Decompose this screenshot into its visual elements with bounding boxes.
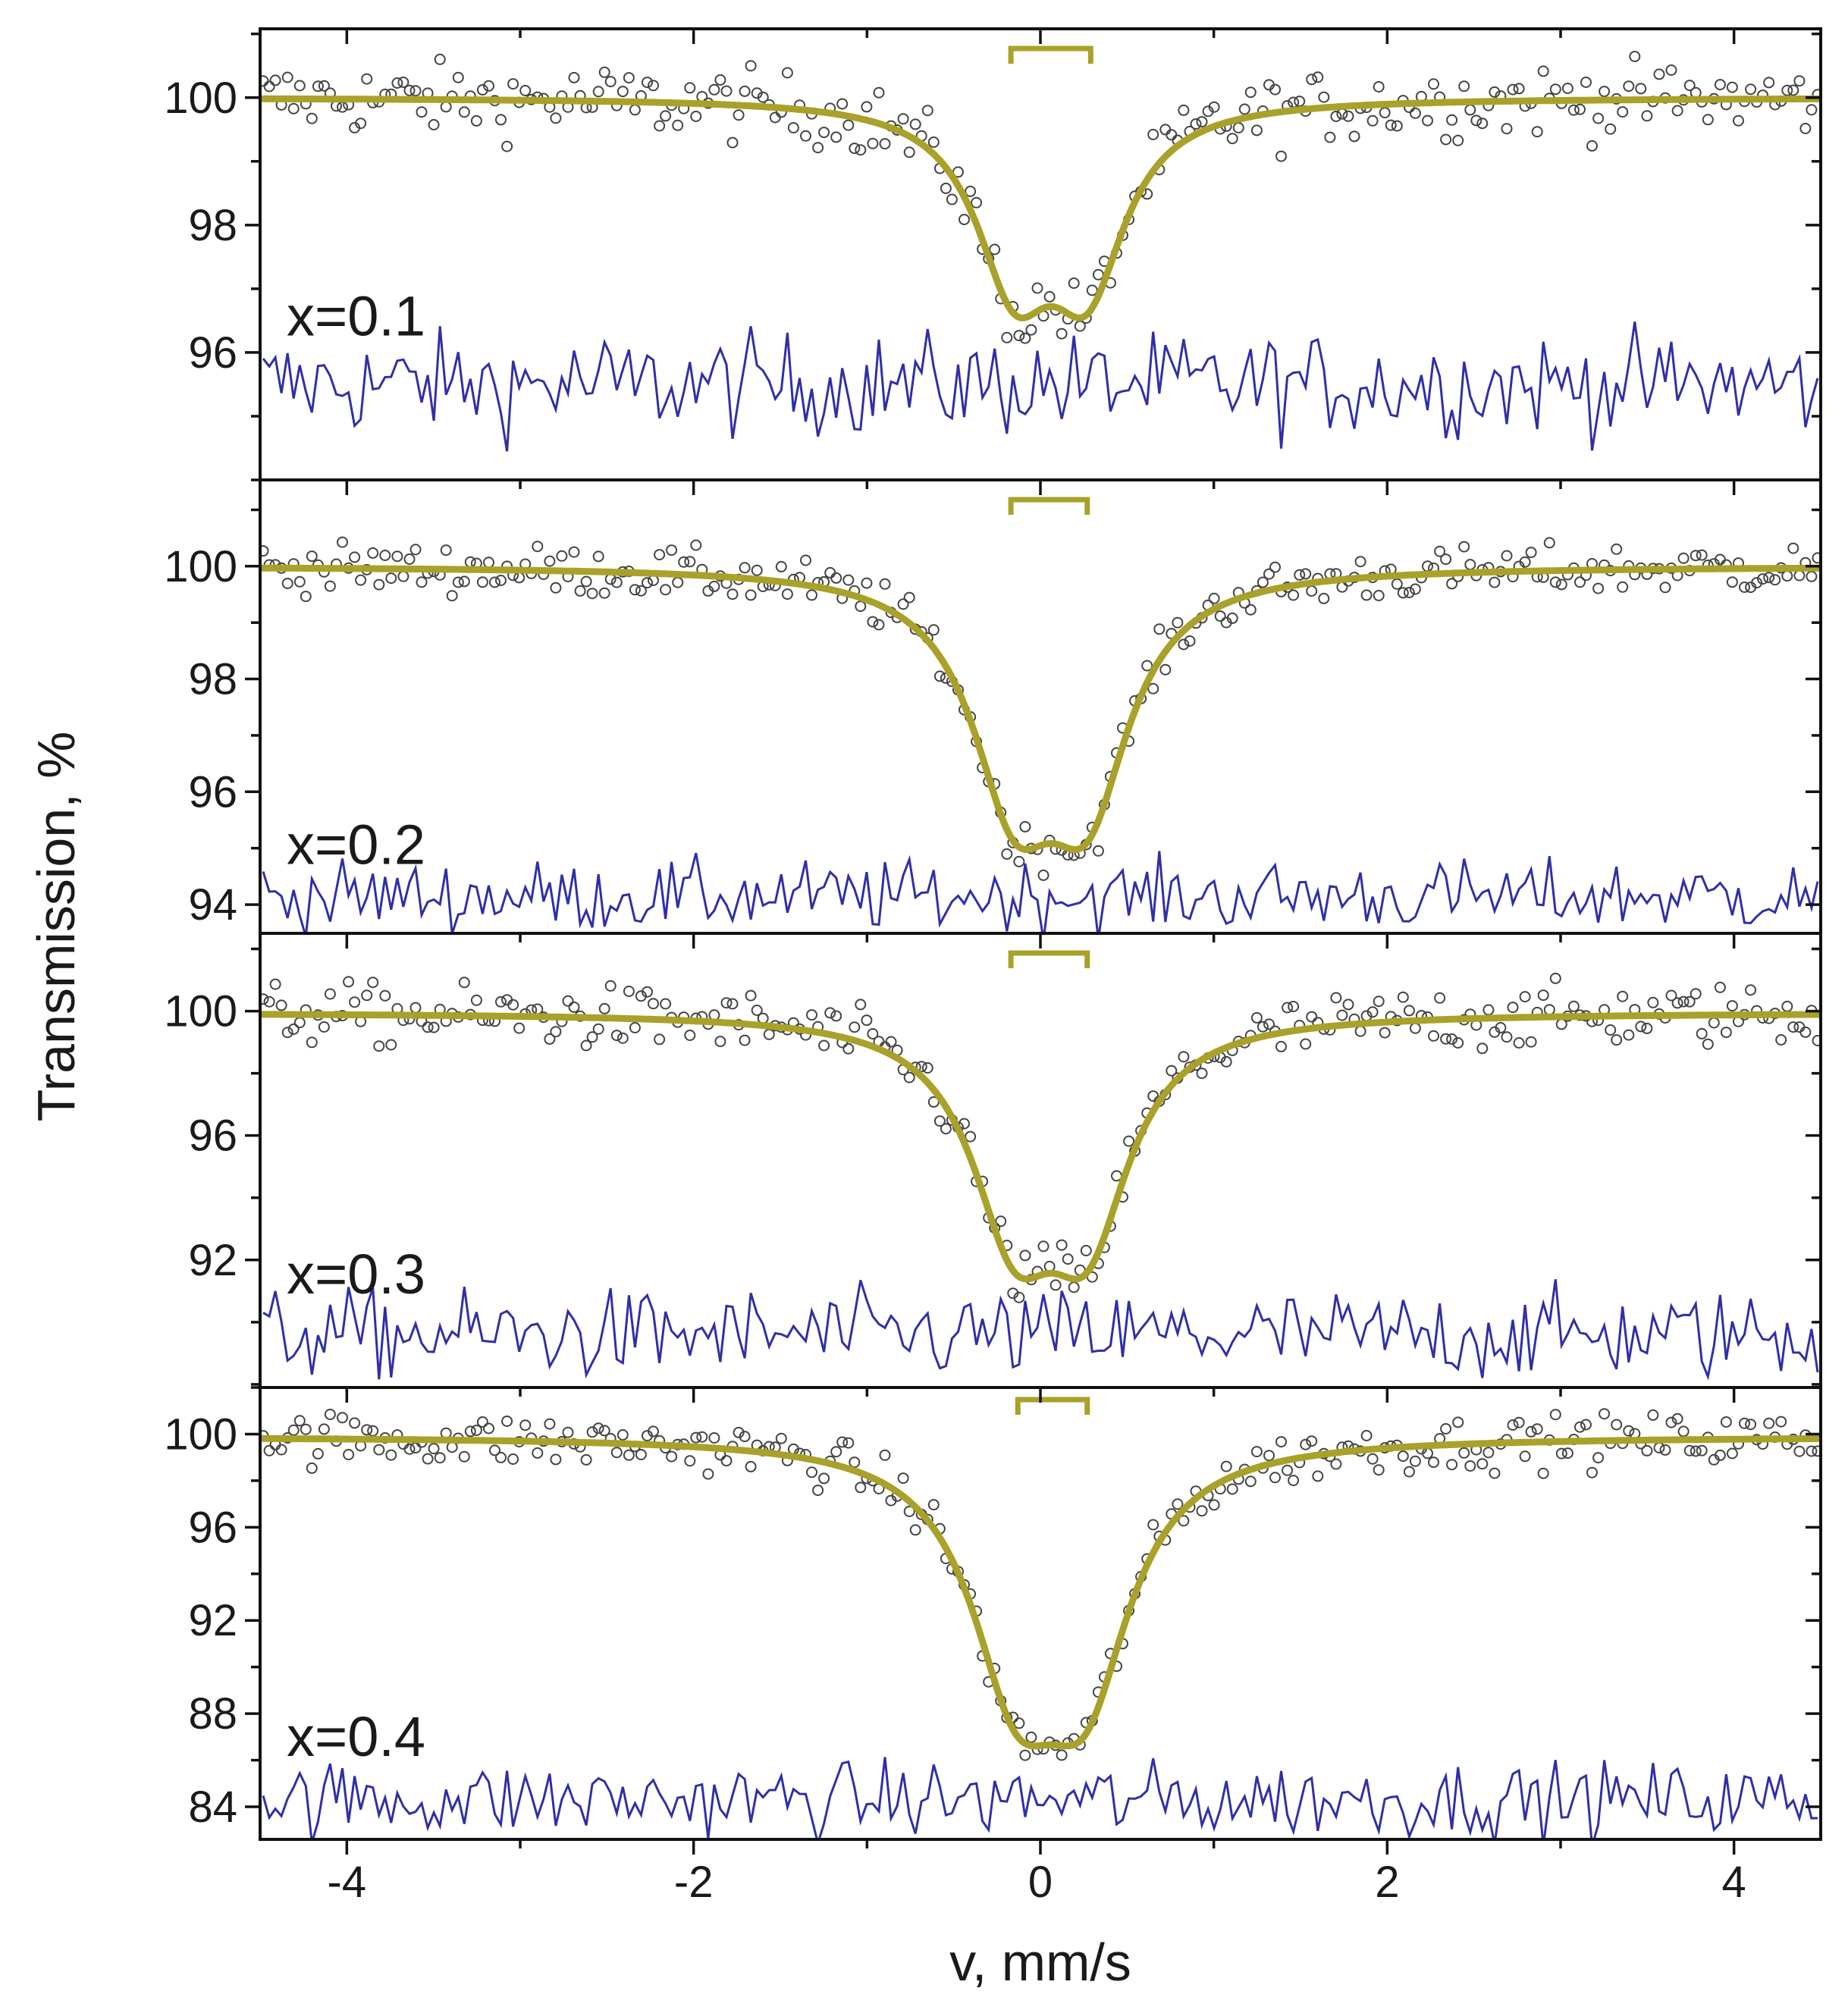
fit-curve xyxy=(260,95,1821,321)
y-tick-label: 100 xyxy=(164,987,237,1036)
y-tick-label: 98 xyxy=(188,201,237,250)
fit-curve xyxy=(260,1011,1821,1283)
plot-area xyxy=(260,51,1821,452)
residual-line xyxy=(262,1757,1818,1839)
y-tick-label: 98 xyxy=(188,655,237,704)
residual-line xyxy=(262,851,1819,933)
panel-label: x=0.1 xyxy=(287,284,425,347)
bracket-marker xyxy=(1008,45,1093,64)
data-points xyxy=(260,536,1821,881)
x-tick-label: 2 xyxy=(1375,1858,1399,1907)
residual-line xyxy=(262,321,1819,452)
panel-2: 94 96 98 100 x=0.2 xyxy=(164,478,1822,935)
panel-1: 96 98 100 x=0.1 xyxy=(164,27,1822,481)
y-tick-label: 84 xyxy=(188,1783,237,1832)
y-tick-label: 88 xyxy=(188,1689,237,1739)
y-tick-label: 100 xyxy=(164,74,237,123)
x-axis-title: v, mm/s xyxy=(949,1933,1131,1992)
y-tick-label: 92 xyxy=(188,1596,237,1645)
x-tick-label: -2 xyxy=(674,1858,714,1907)
panel-3: 92 96 100 x=0.3 xyxy=(164,932,1822,1389)
y-tick-label: 100 xyxy=(164,1409,237,1459)
y-axis-title: Transmission, % xyxy=(27,732,86,1122)
y-tick-label: 94 xyxy=(188,880,237,930)
x-tick-label: 4 xyxy=(1722,1858,1746,1907)
y-tick-label: 96 xyxy=(188,1112,237,1161)
bracket-marker xyxy=(1008,950,1090,968)
bracket-marker xyxy=(1015,1397,1090,1415)
data-points xyxy=(260,51,1821,344)
y-tick-label: 92 xyxy=(188,1236,237,1285)
data-points xyxy=(260,972,1821,1303)
x-axis: -4 -2 0 2 4 xyxy=(328,1839,1746,1907)
fit-curve xyxy=(260,1434,1821,1750)
y-tick-label: 100 xyxy=(164,542,237,591)
panels-group: 96 98 100 x=0.1 94 96 98 100 x=0.2 92 96 100 x=0.3 84… xyxy=(164,27,1822,1841)
panel-label: x=0.3 xyxy=(287,1243,425,1306)
data-points xyxy=(260,1408,1821,1761)
y-tick-label: 96 xyxy=(188,767,237,817)
panel-frame xyxy=(259,478,1822,935)
plot-area xyxy=(260,972,1821,1381)
y-tick-label: 96 xyxy=(188,328,237,378)
bracket-marker xyxy=(1008,497,1090,515)
panel-label: x=0.4 xyxy=(287,1705,425,1768)
panel-label: x=0.2 xyxy=(287,813,425,876)
y-tick-label: 96 xyxy=(188,1503,237,1552)
plot-area xyxy=(260,1408,1821,1839)
fit-curve xyxy=(260,564,1821,853)
panel-4: 84 88 92 96 100 x=0.4 xyxy=(164,1386,1822,1841)
residual-line xyxy=(262,1279,1819,1381)
panel-frame xyxy=(259,932,1822,1389)
x-tick-label: -4 xyxy=(328,1858,367,1907)
x-tick-label: 0 xyxy=(1028,1858,1053,1907)
plot-area xyxy=(260,536,1821,933)
